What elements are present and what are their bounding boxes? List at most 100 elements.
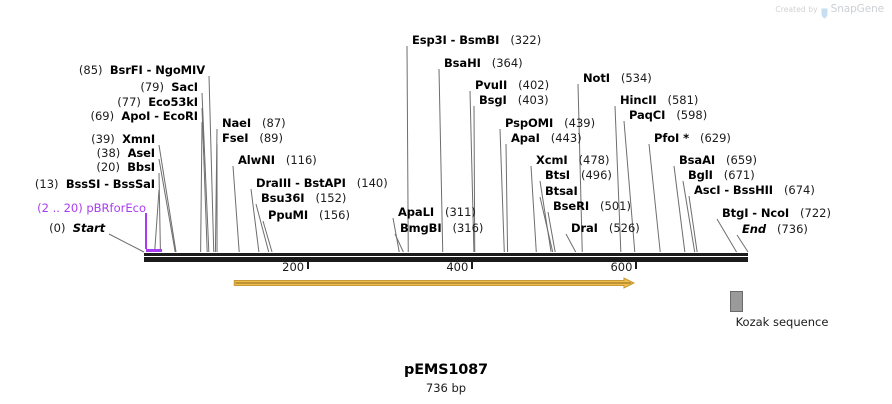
page-title: pEMS1087 bbox=[404, 362, 488, 378]
enzyme-site-position: (722) bbox=[800, 206, 831, 220]
enzyme-site-saci[interactable]: (79) SacI bbox=[0, 81, 198, 94]
enzyme-site-naei[interactable]: NaeI (87) bbox=[222, 117, 286, 130]
enzyme-site-position: (77) bbox=[117, 95, 141, 109]
enzyme-site-apali[interactable]: ApaLI (311) bbox=[398, 206, 476, 219]
legend-swatch-kozak-sequence bbox=[730, 291, 743, 312]
enzyme-site-position: (116) bbox=[285, 153, 317, 167]
enzyme-site-name: PaqCI bbox=[629, 108, 666, 122]
enzyme-site-bseri[interactable]: BseRI (501) bbox=[553, 200, 631, 213]
sequence-strand-top bbox=[144, 253, 749, 256]
enzyme-site-position: (316) bbox=[452, 221, 484, 235]
ruler-label-200: 200 bbox=[282, 260, 305, 274]
enzyme-site-asci-bsshii[interactable]: AscI - BssHII (674) bbox=[694, 184, 815, 197]
enzyme-site-btgi-ncoi[interactable]: BtgI - NcoI (722) bbox=[722, 207, 831, 220]
enzyme-site-start[interactable]: (0) Start bbox=[0, 222, 105, 235]
enzyme-site-bsaai[interactable]: BsaAI (659) bbox=[679, 154, 757, 167]
enzyme-site-bgli[interactable]: BglI (671) bbox=[688, 169, 755, 182]
enzyme-site-esp3i-bsmbi[interactable]: Esp3I - BsmBI (322) bbox=[412, 34, 541, 47]
primer-bracket-vertical bbox=[145, 213, 147, 249]
leader-line bbox=[539, 196, 554, 253]
snapgene-watermark: Created by SnapGene bbox=[775, 3, 884, 19]
enzyme-site-name: BseRI bbox=[553, 199, 590, 213]
enzyme-site-bbsi[interactable]: (20) BbsI bbox=[0, 161, 155, 174]
leader-line bbox=[673, 165, 686, 253]
primer-bracket-horizontal bbox=[145, 249, 162, 252]
enzyme-site-bsu36i[interactable]: Bsu36I (152) bbox=[261, 192, 346, 205]
leader-line bbox=[232, 165, 240, 253]
leader-line bbox=[154, 189, 160, 253]
enzyme-site-name: End bbox=[742, 222, 766, 236]
enzyme-site-pfoi[interactable]: PfoI * (629) bbox=[654, 132, 731, 145]
orf-feature-arrow[interactable] bbox=[0, 272, 892, 296]
enzyme-site-fsei[interactable]: FseI (89) bbox=[222, 132, 283, 145]
enzyme-site-position: (534) bbox=[620, 71, 652, 85]
enzyme-site-apai[interactable]: ApaI (443) bbox=[511, 132, 582, 145]
primer-label-pbrforeco[interactable]: (2 .. 20) pBRforEco bbox=[37, 201, 146, 215]
enzyme-site-asei[interactable]: (38) AseI bbox=[0, 147, 155, 160]
enzyme-site-name: ApaI bbox=[511, 131, 540, 145]
enzyme-site-position: (598) bbox=[676, 108, 708, 122]
enzyme-site-position: (89) bbox=[259, 131, 283, 145]
enzyme-site-noti[interactable]: NotI (534) bbox=[583, 72, 652, 85]
enzyme-site-pspomi[interactable]: PspOMI (439) bbox=[505, 117, 595, 130]
enzyme-site-position: (322) bbox=[510, 33, 542, 47]
enzyme-site-position: (402) bbox=[518, 78, 550, 92]
enzyme-site-pvuii[interactable]: PvuII (402) bbox=[475, 79, 549, 92]
enzyme-site-btsai[interactable]: BtsaI bbox=[545, 185, 578, 198]
enzyme-site-name: BtsI bbox=[545, 168, 570, 182]
enzyme-site-position: (38) bbox=[96, 146, 121, 160]
enzyme-site-draiii-bstapi[interactable]: DraIII - BstAPI (140) bbox=[256, 177, 388, 190]
enzyme-site-position: (156) bbox=[319, 208, 350, 222]
enzyme-site-hincii[interactable]: HincII (581) bbox=[620, 94, 698, 107]
ruler-tick-600 bbox=[635, 262, 638, 269]
leader-line bbox=[250, 188, 260, 253]
enzyme-site-name: ApaLI bbox=[398, 205, 434, 219]
enzyme-site-name: SacI bbox=[171, 80, 198, 94]
enzyme-site-end[interactable]: End (736) bbox=[742, 223, 808, 236]
enzyme-site-name: DraIII - BstAPI bbox=[256, 176, 346, 190]
enzyme-site-paqci[interactable]: PaqCI (598) bbox=[629, 109, 707, 122]
enzyme-site-bsgi[interactable]: BsgI (403) bbox=[479, 94, 549, 107]
enzyme-site-name: Start bbox=[72, 221, 105, 235]
enzyme-site-xmni[interactable]: (39) XmnI bbox=[0, 133, 155, 146]
leader-line bbox=[208, 75, 215, 253]
enzyme-site-position: (671) bbox=[723, 168, 755, 182]
enzyme-site-bsssi-bsssai[interactable]: (13) BssSI - BssSaI bbox=[0, 178, 155, 191]
leader-line bbox=[394, 233, 404, 253]
enzyme-site-bsahi[interactable]: BsaHI (364) bbox=[444, 57, 523, 70]
enzyme-site-bsrfi-ngomiv[interactable]: (85) BsrFI - NgoMIV bbox=[0, 64, 205, 77]
leader-line bbox=[505, 143, 509, 253]
enzyme-site-name: BsaAI bbox=[679, 153, 716, 167]
sequence-strand-bottom bbox=[144, 257, 749, 262]
enzyme-site-name: BtgI - NcoI bbox=[722, 206, 790, 220]
enzyme-site-position: (13) bbox=[34, 177, 59, 191]
enzyme-site-bmgbi[interactable]: BmgBI (316) bbox=[400, 222, 483, 235]
enzyme-site-name: BsaHI bbox=[444, 56, 481, 70]
enzyme-site-name: AlwNI bbox=[238, 153, 275, 167]
leader-line bbox=[158, 158, 176, 253]
enzyme-site-name: NotI bbox=[583, 71, 610, 85]
watermark-created-by-label: Created by bbox=[775, 4, 818, 14]
enzyme-site-position: (526) bbox=[608, 221, 640, 235]
enzyme-site-name: BsgI bbox=[479, 93, 507, 107]
enzyme-site-name: FseI bbox=[222, 131, 249, 145]
enzyme-site-position: (736) bbox=[776, 222, 808, 236]
ruler-tick-200 bbox=[307, 262, 310, 269]
leader-line bbox=[214, 128, 218, 253]
enzyme-site-ppumi[interactable]: PpuMI (156) bbox=[268, 209, 350, 222]
enzyme-site-xcmi[interactable]: XcmI (478) bbox=[536, 154, 609, 167]
leader-line bbox=[200, 121, 203, 253]
enzyme-site-apoi-ecori[interactable]: (69) ApoI - EcoRI bbox=[0, 110, 198, 123]
enzyme-site-btsi[interactable]: BtsI (496) bbox=[545, 169, 612, 182]
enzyme-site-name: PfoI * bbox=[654, 131, 690, 145]
enzyme-site-position: (79) bbox=[140, 80, 164, 94]
leader-line bbox=[530, 165, 537, 253]
enzyme-site-eco53ki[interactable]: (77) Eco53kI bbox=[0, 96, 198, 109]
enzyme-site-name: BbsI bbox=[127, 160, 155, 174]
enzyme-site-position: (501) bbox=[600, 199, 631, 213]
enzyme-site-position: (39) bbox=[91, 132, 115, 146]
enzyme-site-name: AscI - BssHII bbox=[694, 183, 773, 197]
enzyme-site-position: (0) bbox=[49, 221, 66, 235]
enzyme-site-alwni[interactable]: AlwNI (116) bbox=[238, 154, 317, 167]
enzyme-site-drai[interactable]: DraI (526) bbox=[571, 222, 640, 235]
